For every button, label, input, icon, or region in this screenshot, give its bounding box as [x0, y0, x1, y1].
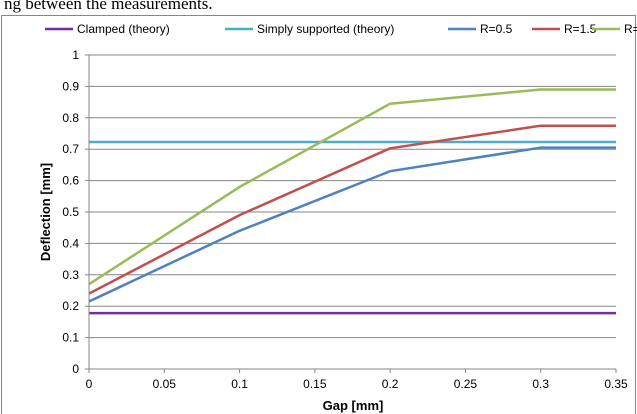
x-tick-label: 0.2 — [382, 377, 399, 391]
y-tick-label: 0.8 — [62, 111, 79, 125]
series-line-5 — [88, 88, 616, 286]
legend: Clamped (theory) Simply supported (theory… — [45, 22, 637, 36]
x-tick-label: 0.25 — [454, 377, 478, 391]
y-tick-labels: 0 0.1 0.2 0.3 0.4 0.5 0.6 0.7 0.8 0.9 1 — [62, 48, 79, 376]
legend-label: Clamped (theory) — [77, 22, 170, 36]
y-tick-label: 0.1 — [62, 331, 79, 345]
y-tick-label: 0.7 — [62, 142, 79, 156]
y-tick-label: 0.9 — [62, 79, 79, 93]
x-tick-label: 0.1 — [231, 377, 248, 391]
x-tick-label: 0.3 — [532, 377, 549, 391]
axes — [85, 54, 617, 373]
y-tick-label: 0.3 — [62, 268, 79, 282]
y-tick-label: 0 — [72, 362, 79, 376]
x-tick-label: 0.05 — [153, 377, 177, 391]
legend-label: R=3 — [624, 22, 637, 36]
y-tick-label: 0.4 — [62, 236, 79, 250]
x-tick-label: 0.35 — [604, 377, 628, 391]
y-tick-label: 0.6 — [62, 174, 79, 188]
x-tick-label: 0.15 — [303, 377, 327, 391]
series-lines — [88, 88, 616, 315]
series-line-3 — [88, 146, 616, 303]
y-tick-label: 0.5 — [62, 205, 79, 219]
series-line-4 — [88, 124, 616, 295]
y-axis-label: Deflection [mm] — [38, 163, 53, 261]
y-tick-label: 1 — [72, 48, 79, 62]
chart-border — [1, 15, 636, 414]
x-tick-label: 0 — [86, 377, 93, 391]
legend-label: Simply supported (theory) — [257, 22, 394, 36]
legend-label: R=1.5 — [564, 22, 597, 36]
legend-label: R=0.5 — [480, 22, 513, 36]
y-tick-label: 0.2 — [62, 299, 79, 313]
x-tick-labels: 0 0.05 0.1 0.15 0.2 0.25 0.3 0.35 — [86, 377, 628, 391]
x-axis-label: Gap [mm] — [323, 398, 384, 413]
caption-fragment: ng between the measurements. — [4, 0, 213, 13]
